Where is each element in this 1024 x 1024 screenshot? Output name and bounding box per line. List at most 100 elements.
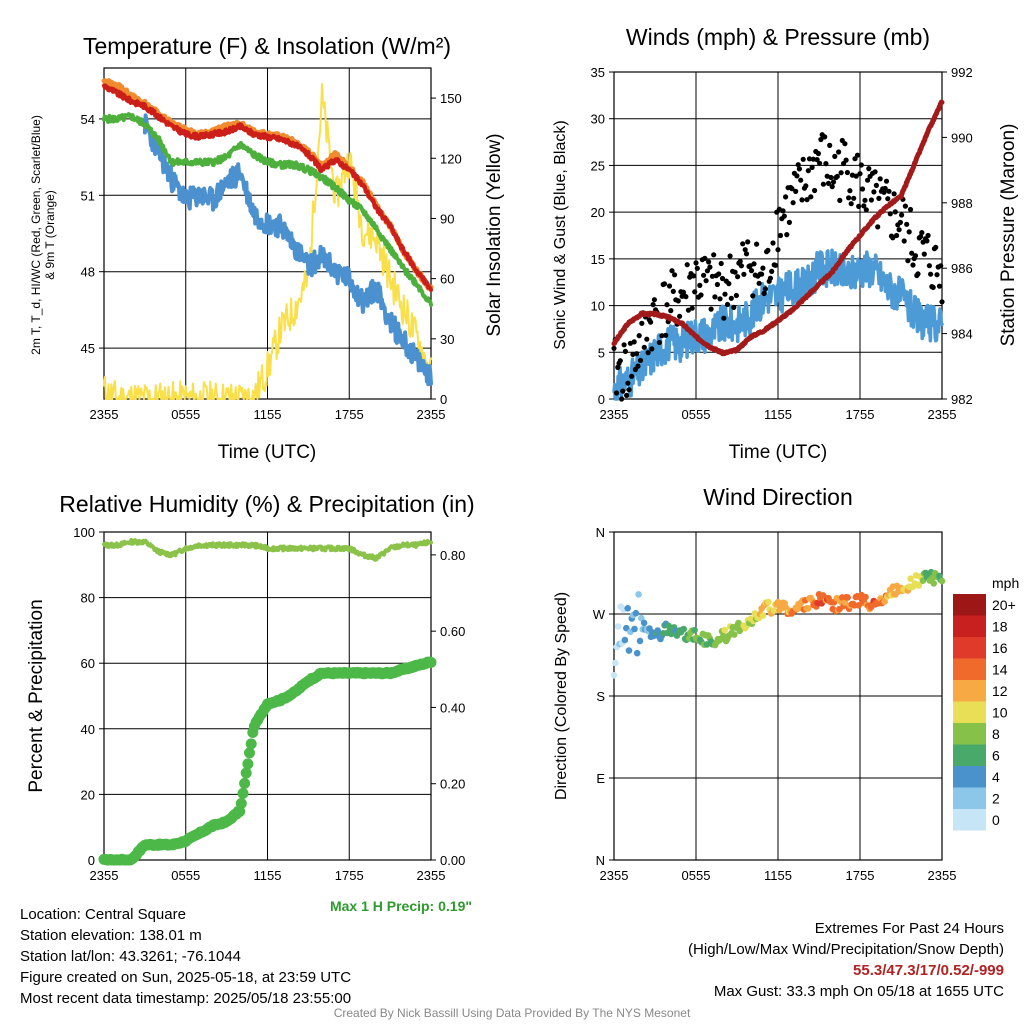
legend-swatch <box>953 787 986 809</box>
gust-point <box>703 278 709 284</box>
direction-x-tick-label: 1155 <box>764 868 792 883</box>
gust-point <box>620 388 626 394</box>
direction-point <box>881 598 888 605</box>
humidity-y-right-tick-label: 0.80 <box>440 548 465 563</box>
legend-label: 10 <box>992 704 1008 720</box>
winds-y-tick-label: 35 <box>591 65 605 80</box>
gust-point <box>924 238 930 244</box>
direction-x-tick-label: 1755 <box>846 868 875 883</box>
winds-x-tick-label: 0555 <box>682 407 711 422</box>
direction-point <box>631 625 638 633</box>
gust-point <box>745 239 751 245</box>
gust-point <box>891 191 897 197</box>
gust-point <box>796 166 803 172</box>
gust-point <box>810 156 816 162</box>
humidity-y-tick-label: 20 <box>81 787 95 802</box>
gust-point <box>805 168 811 174</box>
precip-point <box>244 747 255 759</box>
gust-point <box>722 291 728 297</box>
gust-point <box>724 301 731 308</box>
gust-point <box>659 333 665 339</box>
gust-point <box>814 157 820 163</box>
temp-y-tick-label: 51 <box>81 188 95 203</box>
gust-point <box>721 315 727 321</box>
gust-point <box>865 177 871 183</box>
gust-point <box>675 298 681 304</box>
humidity-x-tick-label: 2355 <box>90 868 119 883</box>
gust-point <box>622 348 629 354</box>
direction-point <box>938 577 946 585</box>
sonic-wind-line <box>612 248 944 401</box>
gust-point <box>656 339 663 346</box>
winds-series <box>611 99 945 402</box>
gust-point <box>803 183 809 189</box>
gust-point <box>726 281 732 287</box>
humidity-series <box>98 538 437 866</box>
gust-point <box>928 271 934 277</box>
direction-title: Wind Direction <box>703 484 853 510</box>
gust-point <box>876 195 882 201</box>
gust-point <box>664 302 670 308</box>
gust-point <box>856 203 862 209</box>
gust-point <box>639 320 645 326</box>
temp-y-right-tick-label: 90 <box>440 211 454 226</box>
gust-point <box>847 188 853 194</box>
gust-point <box>672 272 678 278</box>
legend-swatch <box>953 680 986 702</box>
legend-label: 2 <box>992 790 1000 806</box>
gust-point <box>853 173 859 179</box>
gust-point <box>611 345 617 351</box>
temp-x-tick-label: 1755 <box>335 407 364 422</box>
direction-point <box>633 649 641 657</box>
direction-point <box>907 575 914 582</box>
direction-point <box>612 659 619 667</box>
gust-point <box>875 224 881 230</box>
gust-point <box>812 187 818 194</box>
temp-x-tick-label: 2355 <box>417 407 446 422</box>
gust-point <box>748 268 755 274</box>
gust-point <box>668 308 674 314</box>
winds-y-right-tick-label: 992 <box>951 65 973 80</box>
gust-point <box>741 271 747 277</box>
gust-point <box>862 197 868 203</box>
precip-point <box>239 777 251 789</box>
direction-point <box>691 626 698 634</box>
gust-point <box>912 253 919 259</box>
gust-point <box>794 173 800 179</box>
gust-point <box>836 149 842 155</box>
legend-label: 8 <box>992 726 1000 742</box>
gust-point <box>767 275 774 281</box>
direction-point <box>731 631 738 638</box>
gust-point <box>635 363 641 369</box>
legend-label: 6 <box>992 747 1000 763</box>
gust-point <box>806 156 813 162</box>
gust-point <box>615 364 621 370</box>
gust-point <box>817 160 823 166</box>
direction-point <box>770 607 778 615</box>
gust-point <box>844 169 851 176</box>
gust-point <box>892 209 898 215</box>
winds-y-tick-label: 15 <box>591 252 605 267</box>
gust-point <box>690 273 697 279</box>
extremes-subtitle: (High/Low/Max Wind/Precipitation/Snow De… <box>688 941 1004 958</box>
pressure-line <box>611 99 945 357</box>
speed-legend <box>953 594 986 831</box>
humidity-y-right-tick-label: 0.40 <box>440 700 465 715</box>
gust-point <box>905 258 911 264</box>
created-line: Figure created on Sun, 2025-05-18, at 23… <box>20 969 352 986</box>
gust-point <box>901 238 907 244</box>
precip-point <box>245 738 257 750</box>
gust-point <box>851 195 857 201</box>
gust-point <box>738 263 745 269</box>
extremes-values: 55.3/47.3/17/0.52/-999 <box>853 962 1004 979</box>
gust-point <box>751 261 757 267</box>
gust-point <box>697 282 703 288</box>
insolation-line <box>103 82 432 400</box>
gust-point <box>624 392 630 398</box>
gust-point <box>770 240 776 246</box>
gust-point <box>872 169 878 175</box>
direction-x-tick-label: 0555 <box>682 868 711 883</box>
gust-point <box>669 268 675 274</box>
legend-swatch <box>953 809 986 831</box>
gust-point <box>868 197 875 203</box>
